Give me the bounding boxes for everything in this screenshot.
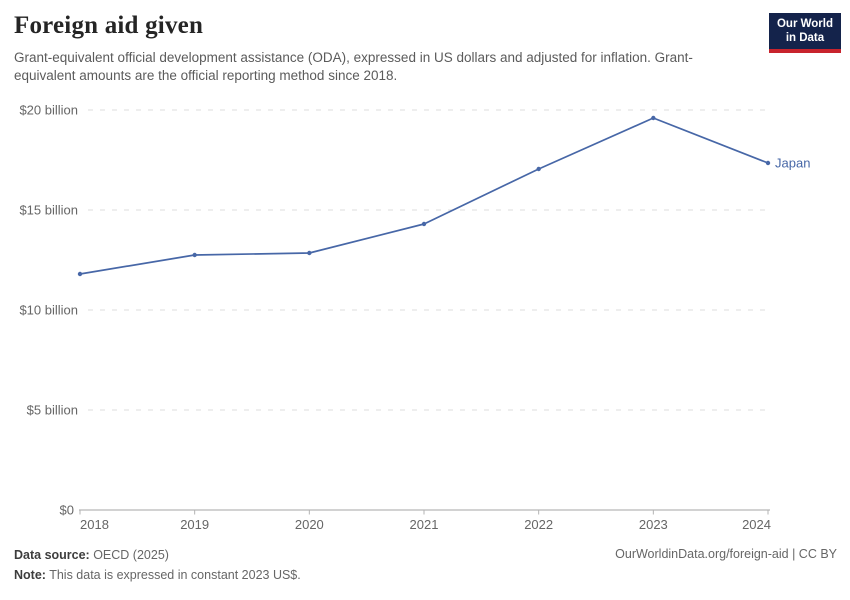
data-point-2021[interactable] [421, 221, 427, 227]
y-tick-label: $0 [60, 503, 74, 518]
owid-logo-line1: Our World [776, 18, 833, 30]
data-source-value: OECD (2025) [89, 548, 169, 562]
x-tick-label: 2019 [180, 517, 209, 532]
y-tick-label: $10 billion [19, 303, 78, 318]
data-point-2024[interactable] [765, 160, 771, 166]
x-tick-label: 2023 [639, 517, 668, 532]
y-tick-label: $15 billion [19, 203, 78, 218]
y-tick-label: $20 billion [19, 103, 78, 118]
owid-logo-line2: in Data [785, 31, 825, 44]
data-point-2023[interactable] [651, 115, 656, 121]
data-point-2019[interactable] [192, 252, 197, 258]
chart-subtitle: Grant-equivalent official development as… [14, 50, 693, 83]
owid-logo[interactable]: Our World in Data [768, 13, 841, 53]
x-tick-label: 2021 [410, 517, 439, 532]
data-source-line: Data source: OECD (2025) [14, 546, 301, 566]
data-source-label: Data source: [14, 548, 90, 562]
x-tick-label: 2018 [80, 517, 109, 532]
x-tick-label: 2020 [295, 517, 324, 532]
note-line: Note: This data is expressed in constant… [14, 566, 301, 586]
chart-title: Foreign aid given [14, 12, 204, 39]
chart-footer: Data source: OECD (2025) Note: This data… [14, 546, 301, 585]
series-line-japan [79, 117, 769, 275]
owid-url-license[interactable]: OurWorldinData.org/foreign-aid | CC BY [615, 547, 837, 561]
note-value: This data is expressed in constant 2023 … [45, 567, 301, 582]
data-point-2020[interactable] [307, 250, 312, 256]
data-point-2018[interactable] [77, 271, 83, 277]
entity-label-japan[interactable]: Japan [775, 156, 810, 171]
note-label: Note: [14, 567, 46, 582]
chart-header: Foreign aid given Grant-equivalent offic… [14, 12, 714, 85]
y-tick-label: $5 billion [27, 403, 78, 418]
x-tick-label: 2022 [524, 517, 553, 532]
data-point-2022[interactable] [536, 166, 541, 172]
x-tick-label: 2024 [742, 517, 771, 532]
